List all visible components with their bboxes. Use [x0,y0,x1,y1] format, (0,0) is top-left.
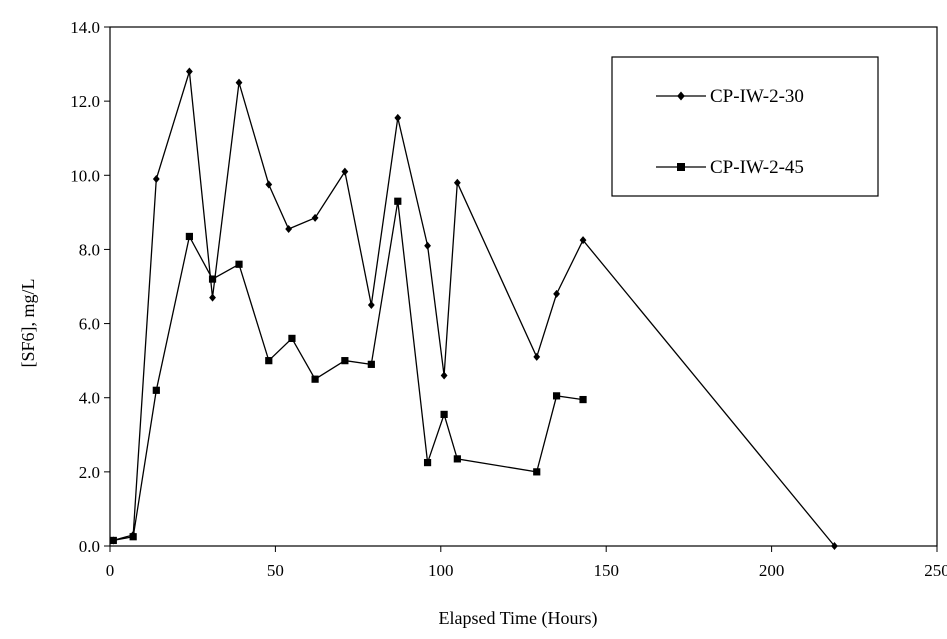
legend-marker [677,163,685,171]
data-point [367,360,375,368]
x-tick-label: 200 [759,561,785,580]
data-point [235,78,243,87]
x-tick-label: 150 [593,561,619,580]
data-point [152,386,160,394]
data-point [285,225,293,234]
legend-item: CP-IW-2-30 [656,86,804,107]
data-point [265,180,273,189]
data-point [208,275,217,283]
data-point [424,241,431,250]
data-point [311,375,319,383]
data-point [209,293,216,302]
data-point [341,167,349,176]
x-tick-label: 50 [267,561,284,580]
y-tick-label: 8.0 [79,240,100,259]
x-tick-label: 250 [924,561,947,580]
data-point [185,232,193,241]
data-point [440,371,448,380]
data-point [831,542,838,550]
data-point [152,174,160,183]
y-tick-label: 4.0 [79,389,100,408]
legend-box [611,56,879,197]
y-tick-label: 10.0 [70,166,100,185]
legend-label: CP-IW-2-45 [710,157,804,178]
data-point [394,113,402,122]
legend-label: CP-IW-2-30 [710,86,804,107]
y-tick-label: 0.0 [79,537,100,556]
y-tick-label: 14.0 [70,18,100,37]
data-point [109,536,117,545]
data-point [453,455,461,463]
series-2 [109,197,587,545]
data-point [311,213,319,222]
data-point [579,395,587,404]
data-point [553,289,560,298]
data-point [129,533,137,541]
y-tick-label: 6.0 [79,315,100,334]
data-point [440,410,448,418]
data-point [423,458,432,467]
data-point [288,334,296,342]
data-point [453,178,461,187]
data-point [265,357,273,365]
data-point [533,468,541,476]
x-tick-label: 100 [428,561,454,580]
data-point [394,197,402,205]
data-point [185,67,193,76]
y-tick-label: 12.0 [70,92,100,111]
data-point [552,392,561,400]
y-axis-title: [SF6], mg/L [18,278,38,367]
data-point [367,301,375,310]
legend-marker [677,91,685,101]
data-point [533,352,541,361]
y-tick-label: 2.0 [79,463,100,482]
data-point [341,357,349,365]
legend-item: CP-IW-2-45 [656,157,804,178]
series-line [113,201,584,542]
x-tick-label: 0 [106,561,115,580]
data-point [235,260,243,268]
data-point [579,236,587,245]
plot-area-frame [109,26,938,547]
x-axis-title: Elapsed Time (Hours) [439,608,598,629]
